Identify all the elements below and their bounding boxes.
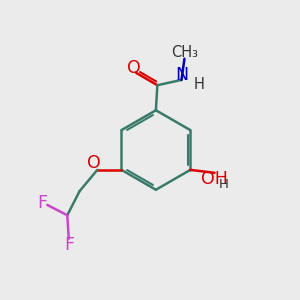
Text: O: O bbox=[87, 154, 101, 172]
Text: N: N bbox=[175, 66, 188, 84]
Text: F: F bbox=[64, 236, 74, 254]
Text: OH: OH bbox=[201, 170, 228, 188]
Text: O: O bbox=[127, 59, 141, 77]
Text: H: H bbox=[219, 178, 229, 190]
Text: CH₃: CH₃ bbox=[171, 45, 198, 60]
Text: F: F bbox=[37, 194, 47, 211]
Text: H: H bbox=[194, 77, 205, 92]
